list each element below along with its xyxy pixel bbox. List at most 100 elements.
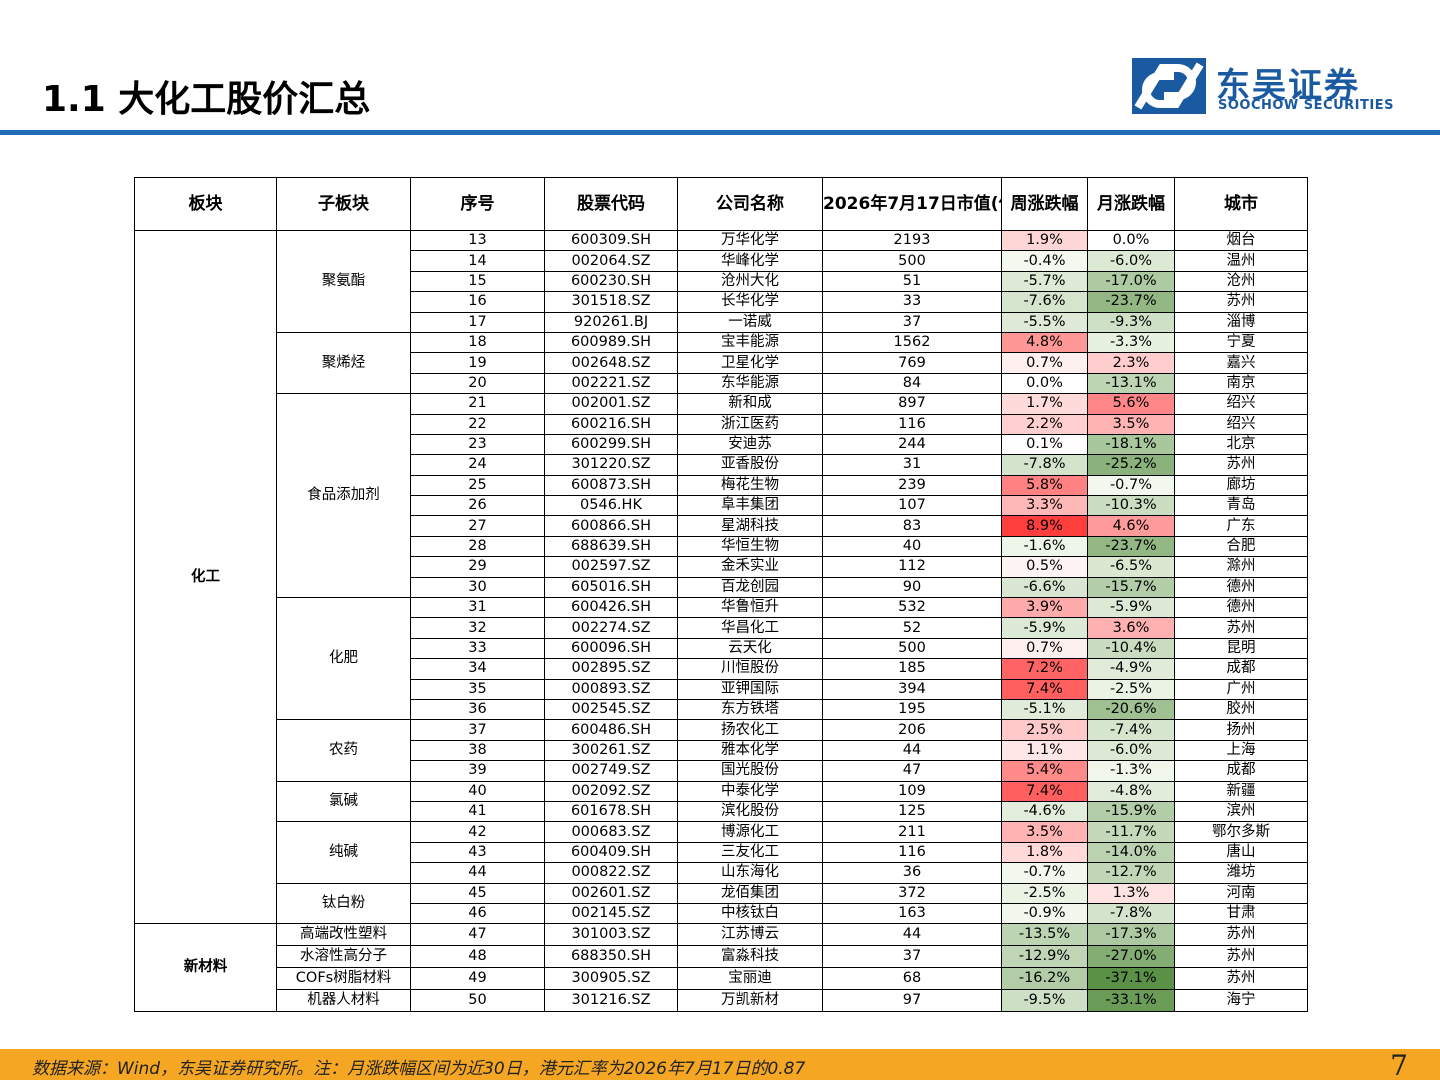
- monthly-change-cell: -4.9%: [1087, 658, 1175, 680]
- table-row: 29 002597.SZ 金禾实业 112 0.5% -6.5% 滁州: [135, 556, 1308, 578]
- monthly-change-cell: 3.6%: [1087, 617, 1175, 639]
- city-cell: 苏州: [1174, 454, 1308, 476]
- index-cell: 36: [410, 698, 545, 721]
- weekly-change-cell: 7.4%: [1001, 780, 1088, 802]
- city-cell: 胶州: [1174, 698, 1308, 721]
- monthly-change-cell: 4.6%: [1087, 515, 1175, 537]
- company-name-cell: 梅花生物: [677, 474, 823, 497]
- company-name-cell: 万凯新材: [677, 989, 823, 1013]
- weekly-change-cell: -0.9%: [1001, 902, 1088, 925]
- city-cell: 鄂尔多斯: [1174, 821, 1308, 843]
- stock-code-cell: 000683.SZ: [544, 821, 678, 843]
- weekly-change-cell: -7.6%: [1001, 291, 1088, 313]
- market-cap-cell: 116: [822, 841, 1002, 864]
- index-cell: 40: [410, 780, 545, 802]
- monthly-change-cell: -14.0%: [1087, 841, 1175, 864]
- weekly-change-cell: 0.7%: [1001, 637, 1088, 660]
- city-cell: 上海: [1174, 739, 1308, 762]
- company-name-cell: 宝丰能源: [677, 331, 823, 354]
- city-cell: 北京: [1174, 433, 1308, 456]
- monthly-change-cell: -9.3%: [1087, 311, 1175, 333]
- table-row: 聚烯烃 18 600989.SH 宝丰能源 1562 4.8% -3.3% 宁夏: [135, 331, 1308, 395]
- monthly-change-cell: -0.7%: [1087, 474, 1175, 497]
- index-cell: 15: [410, 270, 545, 293]
- table-row: 32 002274.SZ 华昌化工 52 -5.9% 3.6% 苏州: [135, 617, 1308, 639]
- city-cell: 温州: [1174, 250, 1308, 272]
- city-cell: 苏州: [1174, 967, 1308, 991]
- company-name-cell: 华恒生物: [677, 535, 823, 558]
- weekly-change-cell: -2.5%: [1001, 882, 1088, 904]
- stock-code-cell: 002092.SZ: [544, 780, 678, 802]
- stock-code-cell: 605016.SH: [544, 576, 678, 599]
- table-row: 食品添加剂 21 002001.SZ 新和成 897 1.7% 5.6% 绍兴: [135, 393, 1308, 599]
- company-name-cell: 长华化学: [677, 291, 823, 313]
- city-cell: 苏州: [1174, 923, 1308, 947]
- market-cap-cell: 37: [822, 311, 1002, 333]
- index-cell: 35: [410, 678, 545, 700]
- city-cell: 宁夏: [1174, 331, 1308, 354]
- city-cell: 滁州: [1174, 556, 1308, 578]
- monthly-change-cell: -25.2%: [1087, 454, 1175, 476]
- market-cap-cell: 2193: [822, 229, 1002, 252]
- sector-cell: 化工: [134, 229, 277, 925]
- company-name-cell: 国光股份: [677, 760, 823, 782]
- table-row: 30 605016.SH 百龙创园 90 -6.6% -15.7% 德州: [135, 576, 1308, 599]
- company-logo: 东吴证券 SOOCHOW SECURITIES: [1132, 56, 1412, 116]
- stock-code-cell: 002597.SZ: [544, 556, 678, 578]
- weekly-change-cell: 5.8%: [1001, 474, 1088, 497]
- city-cell: 唐山: [1174, 841, 1308, 864]
- market-cap-cell: 97: [822, 989, 1002, 1013]
- stock-code-cell: 301220.SZ: [544, 454, 678, 476]
- monthly-change-cell: -12.7%: [1087, 862, 1175, 884]
- weekly-change-cell: 7.2%: [1001, 658, 1088, 680]
- index-cell: 34: [410, 658, 545, 680]
- monthly-change-cell: -37.1%: [1087, 967, 1175, 991]
- index-cell: 42: [410, 821, 545, 843]
- stock-code-cell: 301003.SZ: [544, 923, 678, 947]
- market-cap-cell: 500: [822, 637, 1002, 660]
- stock-code-cell: 300261.SZ: [544, 739, 678, 762]
- weekly-change-cell: 3.3%: [1001, 495, 1088, 517]
- table-row: 钛白粉 45 002601.SZ 龙佰集团 372 -2.5% 1.3% 河南: [135, 882, 1308, 925]
- market-cap-cell: 500: [822, 250, 1002, 272]
- stock-code-cell: 600230.SH: [544, 270, 678, 293]
- monthly-change-cell: -33.1%: [1087, 989, 1175, 1013]
- market-cap-cell: 36: [822, 862, 1002, 884]
- table-row: 农药 37 600486.SH 扬农化工 206 2.5% -7.4% 扬州: [135, 719, 1308, 782]
- header-divider: [0, 130, 1440, 135]
- table-row: 22 600216.SH 浙江医药 116 2.2% 3.5% 绍兴: [135, 413, 1308, 435]
- logo-chinese-name: 东吴证券: [1216, 66, 1360, 106]
- city-cell: 成都: [1174, 658, 1308, 680]
- index-cell: 39: [410, 760, 545, 782]
- city-cell: 沧州: [1174, 270, 1308, 293]
- stock-code-cell: 000893.SZ: [544, 678, 678, 700]
- market-cap-cell: 83: [822, 515, 1002, 537]
- sector-cell: 新材料: [134, 923, 277, 1013]
- city-cell: 德州: [1174, 576, 1308, 599]
- market-cap-cell: 769: [822, 352, 1002, 374]
- weekly-change-cell: 3.9%: [1001, 597, 1088, 619]
- subsector-cell: 机器人材料: [276, 989, 411, 1013]
- market-cap-cell: 109: [822, 780, 1002, 802]
- market-cap-cell: 116: [822, 413, 1002, 435]
- weekly-change-cell: -9.5%: [1001, 989, 1088, 1013]
- index-cell: 17: [410, 311, 545, 333]
- city-cell: 新疆: [1174, 780, 1308, 802]
- market-cap-cell: 239: [822, 474, 1002, 497]
- market-cap-cell: 195: [822, 698, 1002, 721]
- index-cell: 24: [410, 454, 545, 476]
- company-name-cell: 江苏博云: [677, 923, 823, 947]
- company-name-cell: 扬农化工: [677, 719, 823, 741]
- subsector-cell: 高端改性塑料: [276, 923, 411, 947]
- table-row: 24 301220.SZ 亚香股份 31 -7.8% -25.2% 苏州: [135, 454, 1308, 476]
- source-note: 数据来源：Wind，东吴证券研究所。注：月涨跌幅区间为近30日，港元汇率为202…: [32, 1059, 806, 1079]
- weekly-change-cell: -6.6%: [1001, 576, 1088, 599]
- table-row: 33 600096.SH 云天化 500 0.7% -10.4% 昆明: [135, 637, 1308, 660]
- market-cap-cell: 532: [822, 597, 1002, 619]
- monthly-change-cell: -13.1%: [1087, 372, 1175, 395]
- company-name-cell: 一诺威: [677, 311, 823, 333]
- subsector-cell: 水溶性高分子: [276, 945, 411, 969]
- company-name-cell: 华昌化工: [677, 617, 823, 639]
- table-row: 34 002895.SZ 川恒股份 185 7.2% -4.9% 成都: [135, 658, 1308, 680]
- soochow-logo-icon: [1132, 58, 1206, 114]
